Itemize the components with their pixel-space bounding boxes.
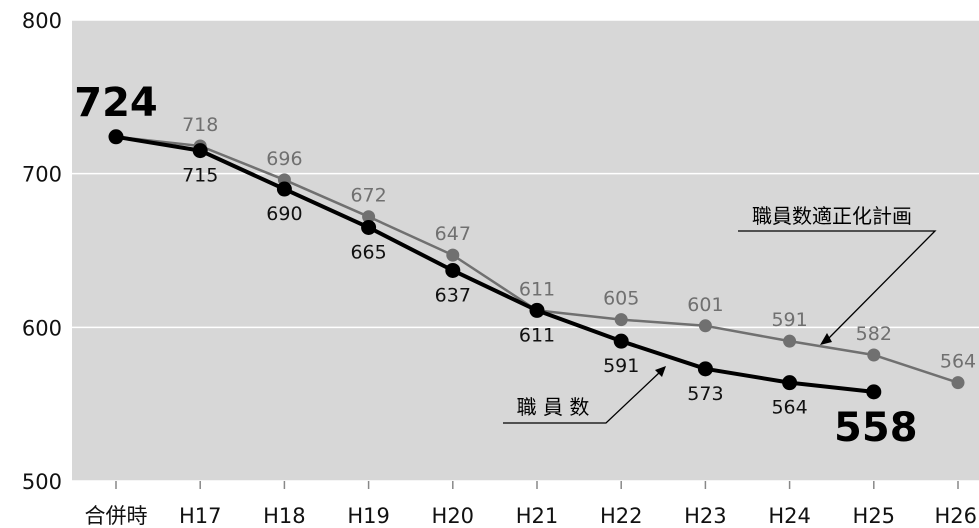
x-tick-label: H24 <box>768 504 811 528</box>
staff-data-label: 591 <box>603 355 639 377</box>
staff-data-label-start: 724 <box>74 80 158 126</box>
x-tick-label: H25 <box>853 504 896 528</box>
y-axis: 500 600 700 800 <box>22 9 62 494</box>
staff-point <box>529 302 545 318</box>
plan-point <box>446 248 460 262</box>
x-tick-label: H21 <box>516 504 559 528</box>
plan-point <box>867 348 881 362</box>
staff-data-label-end: 558 <box>834 405 918 451</box>
staff-point <box>108 129 124 145</box>
y-tick-label: 500 <box>22 470 62 494</box>
staff-point <box>613 333 629 349</box>
legend-label-plan: 職員数適正化計画 <box>752 204 912 228</box>
data-labels: 718 696 672 647 611 605 601 591 582 564 724 715 690 6… <box>74 80 976 451</box>
x-tick-label: H19 <box>347 504 390 528</box>
staff-point <box>866 384 882 400</box>
staff-data-label: 611 <box>519 324 555 346</box>
staff-point <box>192 143 208 159</box>
plan-data-label: 718 <box>182 114 218 136</box>
x-tick-label: H23 <box>684 504 727 528</box>
staff-data-label: 573 <box>687 383 723 405</box>
legend-arrowhead-staff <box>655 366 666 377</box>
staff-point <box>276 181 292 197</box>
plot-background <box>72 20 979 481</box>
staff-data-label: 637 <box>435 284 471 306</box>
x-tick-label: H18 <box>263 504 306 528</box>
plan-data-label: 601 <box>687 294 723 316</box>
legend-arrowhead-plan <box>820 333 832 345</box>
plan-data-label: 611 <box>519 278 555 300</box>
x-tick-label: H20 <box>432 504 475 528</box>
legend-leader-plan <box>738 230 937 341</box>
staff-data-label: 715 <box>182 165 218 187</box>
plan-data-label: 647 <box>435 223 471 245</box>
y-tick-label: 800 <box>22 9 62 33</box>
plan-point <box>614 313 628 327</box>
staff-line <box>115 134 875 394</box>
x-tick-label: 合併時 <box>85 504 148 528</box>
x-tick-label: H17 <box>179 504 222 528</box>
plan-point <box>698 319 712 333</box>
x-tick-label: H26 <box>934 504 977 528</box>
x-axis: 合併時 H17 H18 H19 H20 H21 H22 H23 H24 H25 H26 <box>72 480 979 528</box>
staff-point <box>697 361 713 377</box>
staff-point <box>782 375 798 391</box>
y-tick-label: 600 <box>22 316 62 340</box>
plan-point <box>783 334 797 348</box>
y-tick-label: 700 <box>22 163 62 187</box>
plan-data-label: 582 <box>856 323 892 345</box>
plan-point <box>362 210 376 224</box>
plan-data-label: 672 <box>350 185 386 207</box>
gridlines <box>72 19 979 329</box>
staff-data-label: 665 <box>350 241 386 263</box>
plan-data-label: 591 <box>771 309 807 331</box>
plan-data-label: 564 <box>940 351 976 373</box>
plan-data-label: 605 <box>603 288 639 310</box>
series-staff <box>108 129 882 400</box>
staff-point <box>361 219 377 235</box>
staff-data-label: 564 <box>771 397 807 419</box>
x-tick-label: H22 <box>600 504 643 528</box>
staff-data-label: 690 <box>266 203 302 225</box>
plan-data-label: 696 <box>266 148 302 170</box>
staff-point <box>445 262 461 278</box>
legend-leader-staff <box>503 371 661 424</box>
legend-label-staff: 職 員 数 <box>517 395 590 419</box>
plan-point <box>951 376 965 390</box>
